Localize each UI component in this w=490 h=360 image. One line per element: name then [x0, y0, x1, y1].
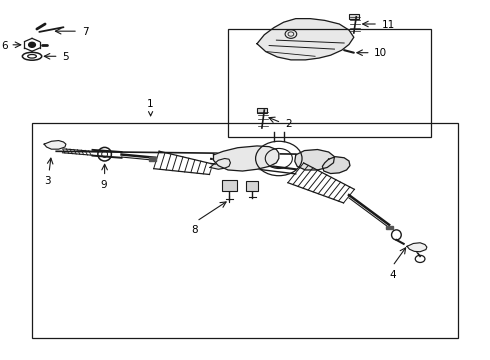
- Text: 11: 11: [382, 20, 395, 30]
- Circle shape: [28, 42, 35, 47]
- Bar: [148, 157, 156, 161]
- Polygon shape: [322, 157, 350, 174]
- Polygon shape: [295, 149, 335, 170]
- Polygon shape: [214, 146, 279, 171]
- Text: 2: 2: [285, 120, 292, 129]
- Bar: [349, 14, 359, 19]
- Bar: [222, 180, 237, 191]
- Polygon shape: [407, 243, 427, 252]
- Bar: [257, 108, 267, 113]
- Text: 4: 4: [389, 270, 396, 280]
- Text: 10: 10: [374, 48, 387, 58]
- Text: 1: 1: [147, 99, 154, 116]
- Polygon shape: [210, 158, 230, 169]
- Text: 8: 8: [191, 225, 198, 235]
- Bar: [228, 30, 431, 137]
- Polygon shape: [44, 140, 66, 149]
- Bar: [386, 226, 393, 229]
- Text: 5: 5: [63, 52, 69, 62]
- Polygon shape: [257, 19, 354, 60]
- Text: 7: 7: [82, 27, 89, 37]
- Text: 9: 9: [100, 180, 107, 190]
- Bar: [32, 123, 458, 338]
- Bar: [246, 181, 259, 192]
- Text: 6: 6: [1, 41, 8, 50]
- Text: 3: 3: [44, 176, 51, 186]
